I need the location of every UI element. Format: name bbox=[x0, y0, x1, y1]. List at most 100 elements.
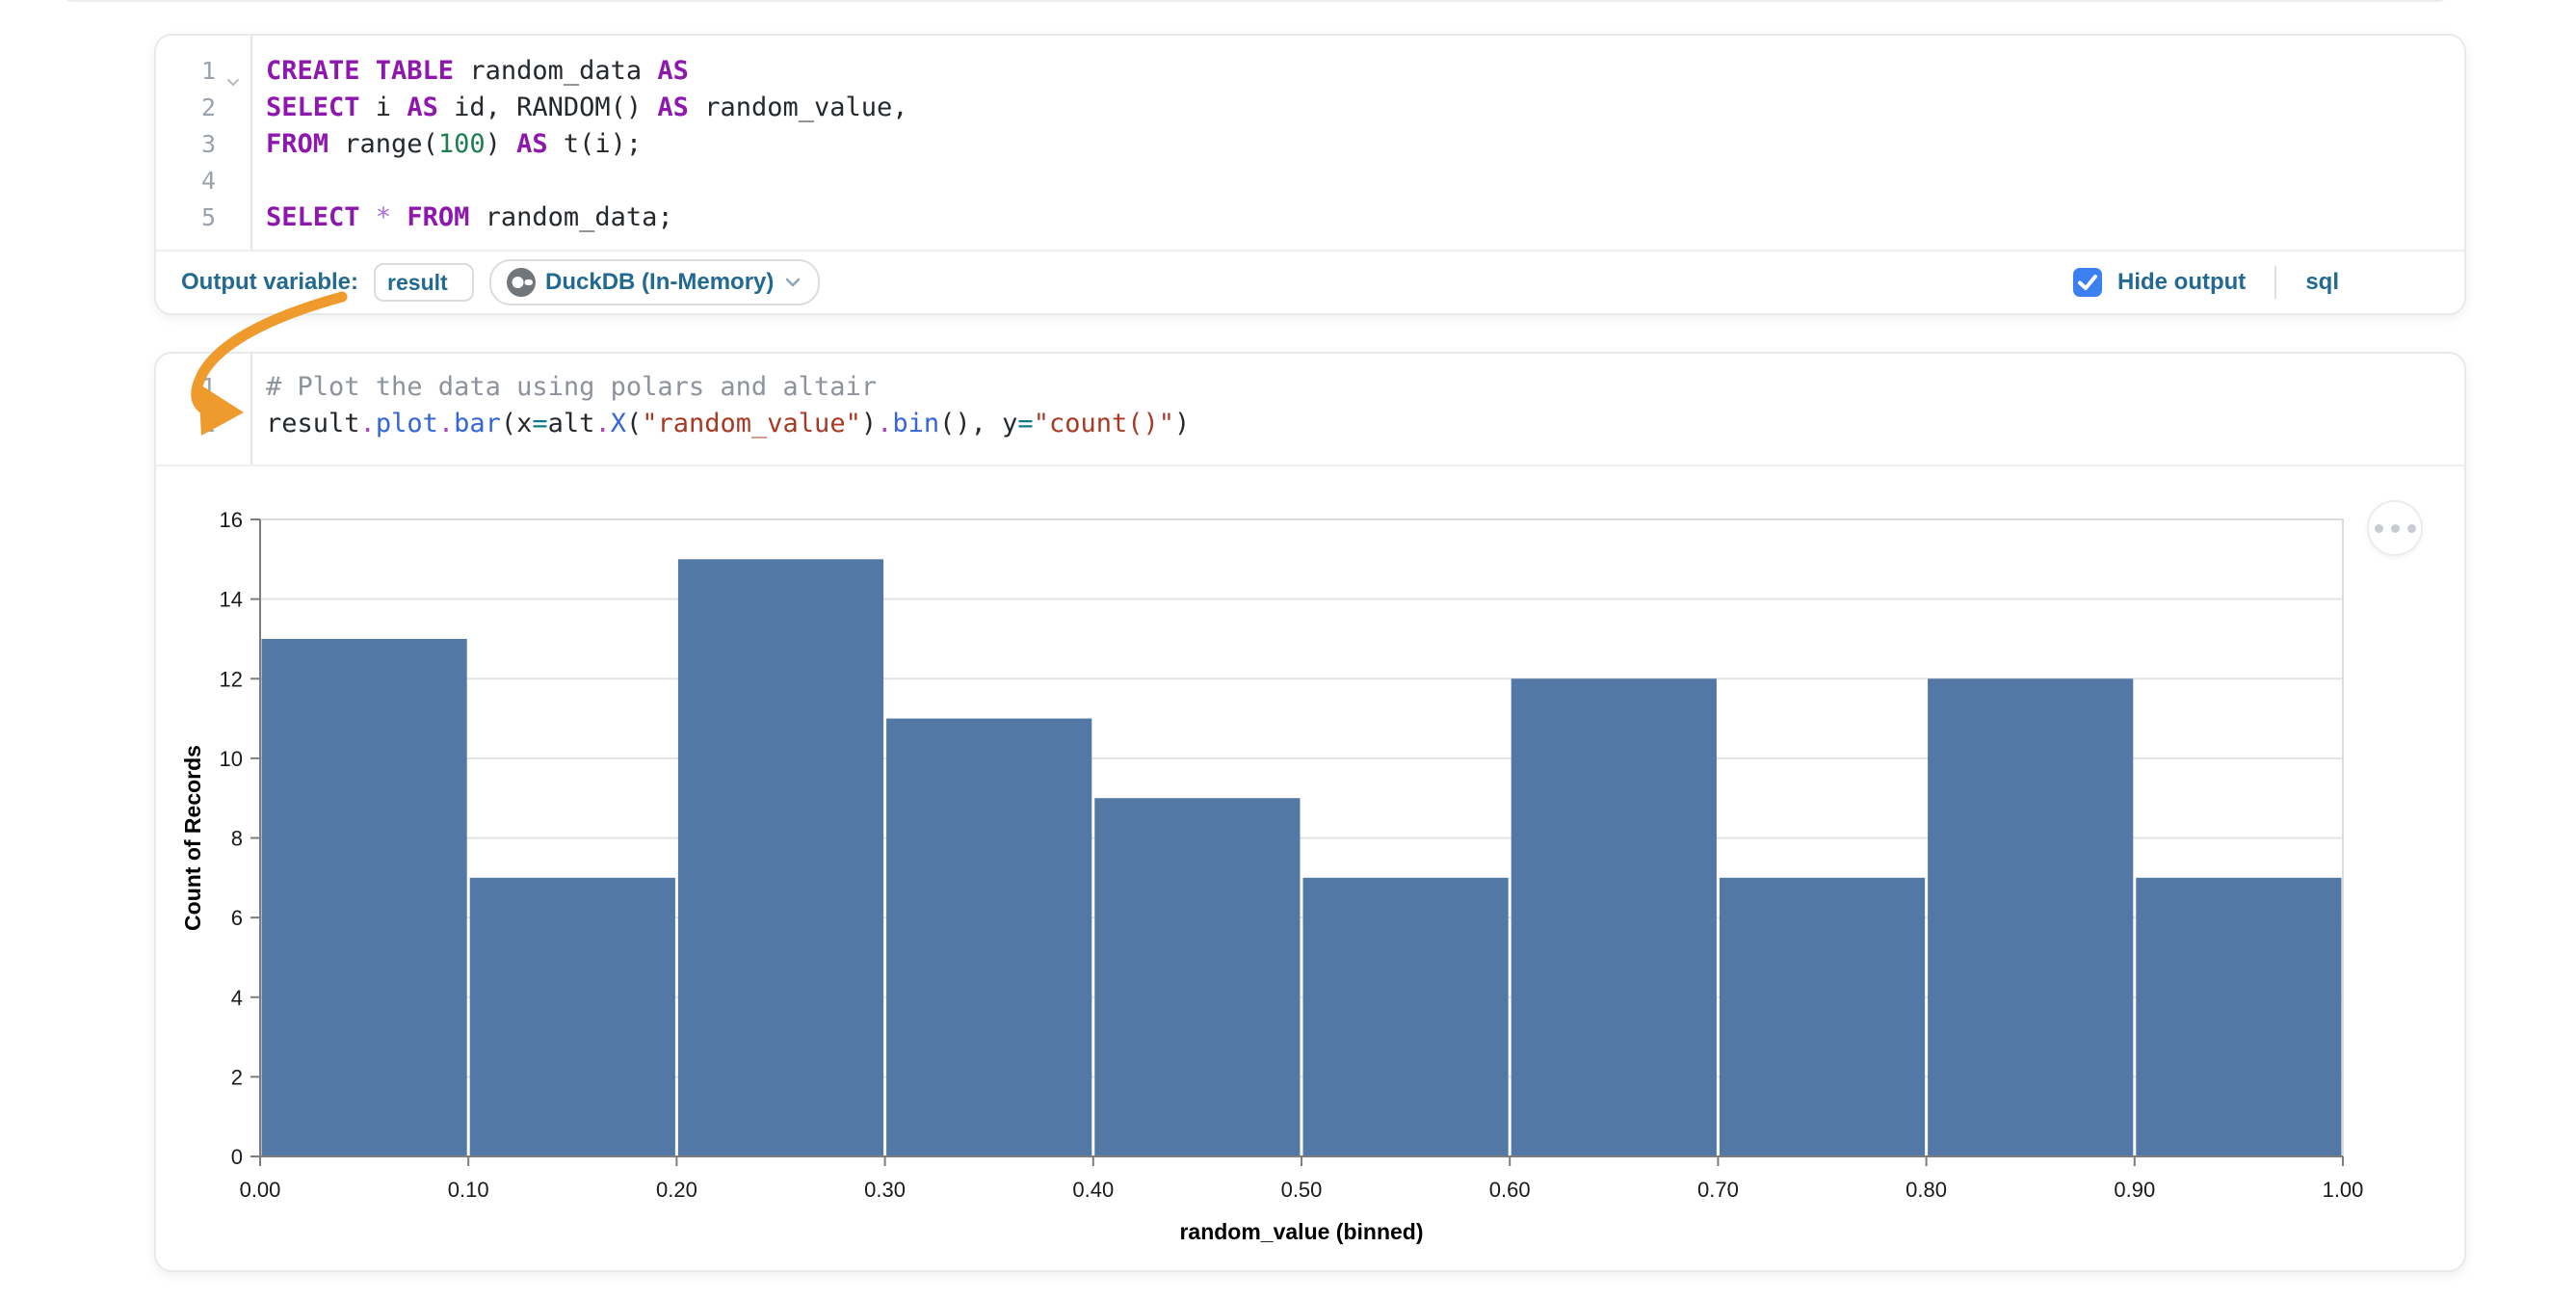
token-fn: bin bbox=[892, 409, 940, 438]
engine-selector-button[interactable]: DuckDB (In-Memory) bbox=[489, 259, 821, 305]
token-pl: random_value, bbox=[688, 93, 908, 122]
y-axis-tick-label: 4 bbox=[231, 986, 243, 1010]
histogram-bar bbox=[886, 718, 1092, 1156]
token-pl: range( bbox=[329, 129, 438, 159]
sql-cell: 1 CREATE TABLE random_data AS 2 SELECT i AS… bbox=[154, 34, 2466, 315]
output-variable-label: Output variable: bbox=[181, 269, 359, 295]
previous-cell-edge bbox=[61, 0, 2450, 2]
token-kw: AS bbox=[516, 129, 548, 159]
python-cell: 1 # Plot the data using polars and altair… bbox=[154, 352, 2466, 1272]
token-dot: . bbox=[877, 409, 893, 438]
token-star: * bbox=[375, 202, 392, 232]
chart-menu-button[interactable] bbox=[2367, 500, 2423, 556]
line-number: 4 bbox=[200, 167, 216, 195]
line-number: 2 bbox=[200, 93, 216, 121]
token-pl: ( bbox=[625, 409, 643, 438]
y-axis-tick-label: 10 bbox=[220, 747, 243, 771]
token-kw: CREATE TABLE bbox=[266, 56, 455, 86]
token-pl: random_data; bbox=[469, 202, 673, 232]
token-str: "random_value" bbox=[642, 409, 861, 438]
token-fn: plot bbox=[375, 409, 438, 438]
code-text: result.plot.bar(x=alt.X("random_value").… bbox=[250, 406, 1190, 442]
x-axis-tick-label: 0.50 bbox=[1281, 1178, 1323, 1202]
y-axis-tick-label: 8 bbox=[231, 827, 243, 851]
token-pl: alt bbox=[547, 409, 595, 438]
token-pl: id, RANDOM() bbox=[437, 93, 658, 122]
code-line: 3 FROM range(100) AS t(i); bbox=[156, 126, 2464, 163]
token-pl: t(i); bbox=[547, 129, 643, 159]
histogram-bar bbox=[469, 877, 675, 1156]
histogram-bar bbox=[261, 638, 467, 1156]
token-num: 100 bbox=[437, 129, 486, 159]
x-axis-tick-label: 0.80 bbox=[1906, 1178, 1947, 1202]
token-kw: SELECT bbox=[266, 93, 360, 122]
token-str: "count()" bbox=[1033, 409, 1174, 438]
language-badge-sql[interactable]: sql bbox=[2305, 269, 2339, 295]
x-axis-tick-label: 0.60 bbox=[1489, 1178, 1531, 1202]
token-eq: = bbox=[532, 409, 548, 438]
fold-chevron-icon[interactable] bbox=[225, 64, 241, 100]
token-kw: AS bbox=[407, 93, 438, 122]
chart-output-area: 0 2 4 6 8 10 12 14 16 0.00 0.10 0.20 0.30 0.40 0.50 0.6… bbox=[156, 466, 2464, 1270]
token-pl: result bbox=[266, 409, 360, 438]
x-axis-tick-label: 0.70 bbox=[1697, 1178, 1739, 1202]
python-code-editor[interactable]: 1 # Plot the data using polars and altair… bbox=[156, 354, 2464, 465]
token-cm: # Plot the data using polars and altair bbox=[266, 372, 877, 402]
histogram-bar bbox=[677, 559, 884, 1156]
sql-code-editor[interactable]: 1 CREATE TABLE random_data AS 2 SELECT i AS… bbox=[156, 36, 2464, 252]
token-pl: (x bbox=[500, 409, 533, 438]
output-variable-input[interactable] bbox=[374, 263, 475, 302]
code-text: SELECT * FROM random_data; bbox=[250, 199, 673, 236]
histogram-bar bbox=[1511, 678, 1717, 1156]
y-axis-tick-label: 12 bbox=[220, 667, 243, 691]
histogram-bar bbox=[1094, 798, 1301, 1156]
output-divider bbox=[156, 465, 2464, 466]
token-kw: AS bbox=[657, 56, 689, 86]
histogram-chart: 0 2 4 6 8 10 12 14 16 0.00 0.10 0.20 0.30 0.40 0.50 0.6… bbox=[180, 508, 2364, 1244]
gutter-divider bbox=[250, 354, 252, 465]
y-axis-tick-label: 14 bbox=[220, 588, 243, 612]
sql-cell-footer: Output variable: DuckDB (In-Memory) bbox=[156, 250, 2464, 313]
line-number: 1 bbox=[200, 373, 216, 401]
code-line: 4 bbox=[156, 163, 2464, 199]
x-axis-tick-label: 0.30 bbox=[864, 1178, 906, 1202]
token-pl: (), y bbox=[939, 409, 1018, 438]
y-axis-title: Count of Records bbox=[180, 745, 205, 931]
code-line: 5 SELECT * FROM random_data; bbox=[156, 199, 2464, 236]
token-kw: FROM bbox=[407, 202, 470, 232]
histogram-bar bbox=[2136, 877, 2342, 1156]
x-axis-tick-label: 0.40 bbox=[1072, 1178, 1114, 1202]
token-pl bbox=[360, 202, 376, 232]
token-fn: X bbox=[610, 409, 626, 438]
histogram-bar bbox=[1928, 678, 2134, 1156]
line-number: 3 bbox=[200, 130, 216, 158]
token-pl: random_data bbox=[454, 56, 658, 86]
ellipsis-icon bbox=[2374, 523, 2383, 533]
y-axis-tick-label: 6 bbox=[231, 906, 243, 930]
code-text: # Plot the data using polars and altair bbox=[250, 369, 877, 406]
footer-divider bbox=[2274, 266, 2277, 299]
token-kw: SELECT bbox=[266, 202, 360, 232]
token-pl: ) bbox=[1174, 409, 1191, 438]
x-axis-tick-label: 0.00 bbox=[240, 1178, 281, 1202]
code-line: 1 CREATE TABLE random_data AS bbox=[156, 53, 2464, 90]
x-axis-title: random_value (binned) bbox=[1179, 1219, 1423, 1244]
token-eq: = bbox=[1017, 409, 1034, 438]
line-number: 5 bbox=[200, 203, 216, 231]
code-text: FROM range(100) AS t(i); bbox=[250, 126, 642, 163]
token-pl: ) bbox=[485, 129, 517, 159]
engine-label: DuckDB (In-Memory) bbox=[545, 269, 775, 295]
code-line: 2 result.plot.bar(x=alt.X("random_value")… bbox=[156, 406, 2464, 442]
gutter-divider bbox=[250, 36, 252, 252]
chevron-down-icon bbox=[783, 273, 802, 292]
line-number: 1 bbox=[156, 53, 250, 90]
x-axis-tick-label: 1.00 bbox=[2323, 1178, 2364, 1202]
duckdb-icon bbox=[507, 268, 537, 297]
token-dot: . bbox=[437, 409, 455, 438]
x-axis-tick-label: 0.20 bbox=[656, 1178, 697, 1202]
code-line: 2 SELECT i AS id, RANDOM() AS random_valu… bbox=[156, 90, 2464, 126]
code-text: CREATE TABLE random_data AS bbox=[250, 53, 689, 90]
x-axis-tick-label: 0.90 bbox=[2114, 1178, 2155, 1202]
hide-output-label: Hide output bbox=[2117, 269, 2247, 295]
hide-output-checkbox[interactable] bbox=[2073, 268, 2102, 297]
